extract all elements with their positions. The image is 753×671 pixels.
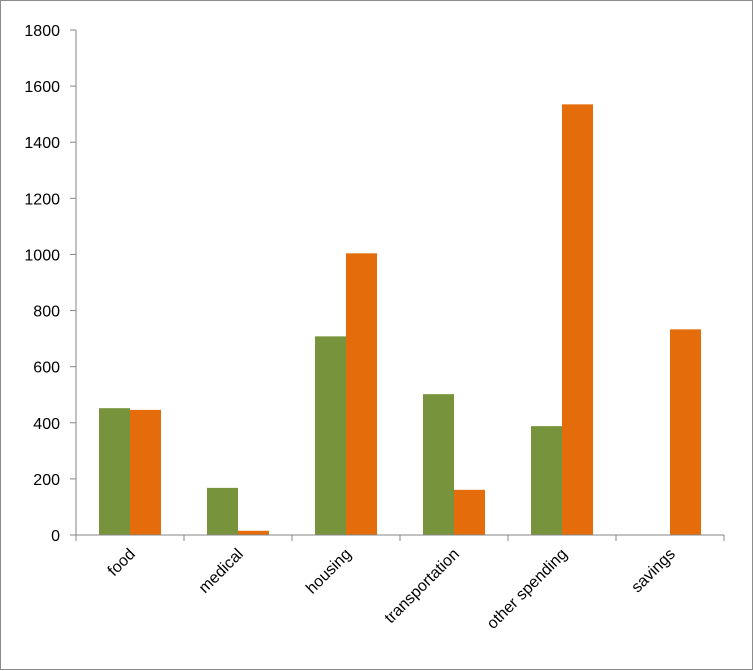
y-axis: 0 200 400 600 800 1000 1200 1400 1600 1800 — [24, 23, 77, 545]
y-tick-label: 800 — [33, 304, 60, 321]
x-tick-label: transportation — [382, 546, 463, 627]
y-tick-label: 1200 — [24, 191, 60, 208]
y-tick-label: 1600 — [24, 79, 60, 96]
bar-transportation-series-2 — [454, 489, 485, 535]
y-tick-label: 200 — [33, 472, 60, 489]
y-tick-label: 600 — [33, 360, 60, 377]
y-tick-label: 1800 — [24, 23, 60, 40]
bar-other-spending-series-2 — [562, 104, 593, 535]
x-axis: food medical housing transportation other sp… — [70, 534, 725, 633]
bar-food-series-1 — [99, 408, 130, 535]
bar-medical-series-1 — [207, 487, 238, 535]
x-tick-label: other spending — [484, 546, 571, 633]
y-tick-label: 400 — [33, 416, 60, 433]
y-tick-label: 1000 — [24, 247, 60, 264]
bar-other-spending-series-1 — [531, 426, 562, 535]
bars — [99, 104, 701, 536]
bar-medical-series-2 — [238, 530, 269, 535]
bar-food-series-2 — [130, 409, 161, 535]
x-tick-label: savings — [628, 546, 678, 596]
bar-transportation-series-1 — [423, 394, 454, 535]
y-tick-label: 1400 — [24, 135, 60, 152]
bar-savings-series-2 — [670, 329, 701, 535]
x-tick-label: medical — [196, 546, 247, 597]
bar-housing-series-1 — [315, 336, 346, 535]
x-tick-label: food — [105, 546, 139, 580]
bar-housing-series-2 — [346, 253, 377, 536]
y-tick-label: 0 — [51, 528, 60, 545]
x-tick-label: housing — [303, 546, 355, 598]
